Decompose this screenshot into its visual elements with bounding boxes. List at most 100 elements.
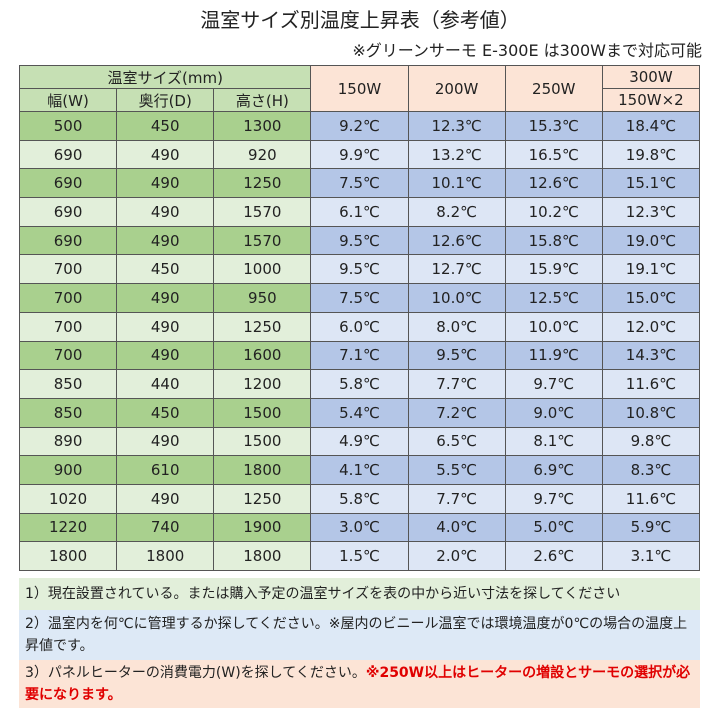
table-cell: 12.5℃	[504, 283, 603, 313]
table-cell: 5.0℃	[504, 512, 603, 543]
table-row: 690 490 1570 9.5℃ 12.6℃ 15.8℃ 19.0℃	[18, 225, 701, 256]
table-row: 1220 740 1900 3.0℃ 4.0℃ 5.0℃ 5.9℃	[18, 512, 701, 543]
table-cell: 12.6℃	[504, 168, 603, 199]
table-cell: 1000	[213, 254, 312, 285]
table-cell: 450	[116, 254, 215, 285]
table-cell: 10.8℃	[601, 397, 701, 428]
table-cell: 12.7℃	[407, 254, 506, 285]
note-text: 3）パネルヒーターの消費電力(W)を探してください。	[25, 665, 366, 681]
table-cell: 900	[18, 455, 118, 485]
table-cell: 1250	[213, 483, 312, 514]
note: 3）パネルヒーターの消費電力(W)を探してください。※250W以上はヒーターの増…	[19, 660, 700, 708]
table-cell: 490	[116, 340, 215, 371]
table-cell: 10.1℃	[407, 168, 506, 199]
table-cell: 8.1℃	[504, 426, 603, 457]
table-cell: 1900	[213, 512, 312, 543]
table-cell: 1800	[116, 541, 215, 571]
table-cell: 2.0℃	[407, 541, 506, 571]
table-cell: 19.1℃	[601, 254, 701, 285]
table-cell: 15.9℃	[504, 254, 603, 285]
table-cell: 1800	[213, 541, 312, 571]
table-cell: 幅(W)	[18, 88, 118, 112]
table-cell: 12.0℃	[601, 311, 701, 342]
table-row: 900 610 1800 4.1℃ 5.5℃ 6.9℃ 8.3℃	[18, 455, 701, 485]
table-cell: 3.0℃	[310, 512, 409, 543]
table-row: 690 490 920 9.9℃ 13.2℃ 16.5℃ 19.8℃	[18, 139, 701, 170]
table-row: 690 490 1570 6.1℃ 8.2℃ 10.2℃ 12.3℃	[18, 197, 701, 227]
table-row: 700 490 1600 7.1℃ 9.5℃ 11.9℃ 14.3℃	[18, 340, 701, 371]
table-cell: 11.6℃	[601, 483, 701, 514]
table-cell: 1200	[213, 369, 312, 399]
note-warning: ※250W以上はヒーターの増設とサーモの選択が必要になります。	[25, 665, 691, 703]
temperature-table: 温室サイズ(mm) 150W 200W 250W 300W 幅(W) 奥行(D) 高さ(H) 1…	[18, 65, 701, 571]
table-cell: 9.7℃	[504, 369, 603, 399]
table-cell: 奥行(D)	[116, 88, 215, 112]
table-cell: 7.7℃	[407, 369, 506, 399]
table-cell: 490	[116, 311, 215, 342]
table-cell: 850	[18, 369, 118, 399]
table-cell: 5.8℃	[310, 369, 409, 399]
table-cell: 7.5℃	[310, 168, 409, 199]
table-row: 500 450 1300 9.2℃ 12.3℃ 15.3℃ 18.4℃	[18, 111, 701, 141]
table-cell: 19.0℃	[601, 225, 701, 256]
table-cell: 9.0℃	[504, 397, 603, 428]
table-cell: 7.5℃	[310, 283, 409, 313]
table-cell: 890	[18, 426, 118, 457]
table-cell: 5.4℃	[310, 397, 409, 428]
subtitle: ※グリーンサーモ E-300E は300Wまで対応可能	[352, 41, 702, 60]
table-cell: 温室サイズ(mm)	[18, 65, 312, 89]
table-cell: 16.5℃	[504, 139, 603, 170]
table-cell: 19.8℃	[601, 139, 701, 170]
table-cell: 490	[116, 483, 215, 514]
table-cell: 9.7℃	[504, 483, 603, 514]
table-cell: 8.2℃	[407, 197, 506, 227]
table-cell: 490	[116, 283, 215, 313]
table-cell: 4.0℃	[407, 512, 506, 543]
table-cell: 7.7℃	[407, 483, 506, 514]
table-cell: 9.5℃	[310, 254, 409, 285]
table-cell: 3.1℃	[601, 541, 701, 571]
table-cell: 1500	[213, 397, 312, 428]
table-cell: 490	[116, 139, 215, 170]
table-cell: 4.9℃	[310, 426, 409, 457]
table-cell: 1500	[213, 426, 312, 457]
table-cell: 690	[18, 139, 118, 170]
table-cell: 10.0℃	[407, 283, 506, 313]
table-cell: 610	[116, 455, 215, 485]
table-cell: 10.2℃	[504, 197, 603, 227]
table-cell: 11.9℃	[504, 340, 603, 371]
table-row: 690 490 1250 7.5℃ 10.1℃ 12.6℃ 15.1℃	[18, 168, 701, 199]
table-cell: 8.0℃	[407, 311, 506, 342]
table-cell: 1.5℃	[310, 541, 409, 571]
table-cell: 高さ(H)	[213, 88, 312, 112]
table-row: 700 490 1250 6.0℃ 8.0℃ 10.0℃ 12.0℃	[18, 311, 701, 342]
table-cell: 450	[116, 111, 215, 141]
table-cell: 250W	[504, 65, 603, 112]
table-cell: 2.6℃	[504, 541, 603, 571]
table-cell: 6.9℃	[504, 455, 603, 485]
note: 2）温室内を何℃に管理するか探してください。※屋内のビニール温室では環境温度が0…	[19, 610, 700, 660]
table-cell: 6.1℃	[310, 197, 409, 227]
table-cell: 18.4℃	[601, 111, 701, 141]
table-cell: 15.1℃	[601, 168, 701, 199]
table-cell: 500	[18, 111, 118, 141]
table-cell: 5.9℃	[601, 512, 701, 543]
table-cell: 11.6℃	[601, 369, 701, 399]
table-cell: 12.6℃	[407, 225, 506, 256]
table-cell: 700	[18, 283, 118, 313]
table-cell: 13.2℃	[407, 139, 506, 170]
table-cell: 920	[213, 139, 312, 170]
table-cell: 490	[116, 426, 215, 457]
table-cell: 12.3℃	[601, 197, 701, 227]
table-row: 温室サイズ(mm) 150W 200W 250W 300W	[18, 65, 701, 112]
table-cell: 9.5℃	[407, 340, 506, 371]
table-row: 1020 490 1250 5.8℃ 7.7℃ 9.7℃ 11.6℃	[18, 483, 701, 514]
table-cell: 850	[18, 397, 118, 428]
title: 温室サイズ別温度上昇表（参考値）	[200, 8, 520, 32]
table-cell: 1570	[213, 197, 312, 227]
table-cell: 490	[116, 168, 215, 199]
table-cell: 300W	[601, 65, 701, 89]
table-cell: 150W	[310, 65, 409, 112]
table-cell: 450	[116, 397, 215, 428]
table-cell: 490	[116, 197, 215, 227]
